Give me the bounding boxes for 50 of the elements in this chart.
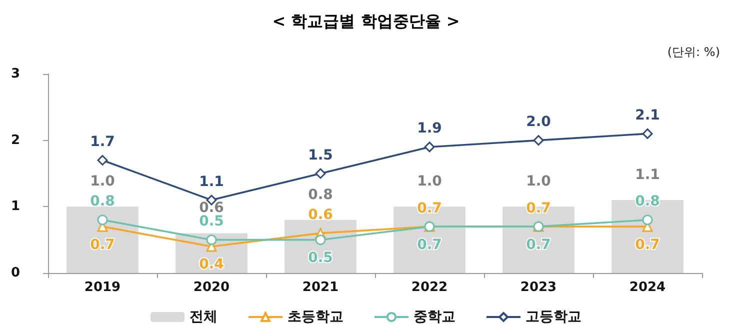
text: (단위: %)	[667, 45, 720, 59]
data-label: 0.5	[308, 250, 333, 266]
point	[315, 234, 326, 246]
legend-label: 고등학교	[526, 309, 582, 325]
x-tick-label: 2021	[302, 280, 339, 295]
data-label: 1.5	[308, 147, 333, 164]
data-label: 2.1	[635, 107, 660, 124]
data-label: 0.7	[635, 236, 660, 253]
data-label: 0.6	[308, 206, 333, 223]
data-label: 0.7	[90, 236, 115, 253]
data-label: 0.4	[199, 256, 224, 273]
data-label: 1.9	[417, 120, 442, 137]
x-tick-label: 2024	[629, 280, 666, 295]
data-label: 0.7	[417, 236, 442, 253]
data-label: 0.7	[526, 200, 551, 216]
point	[533, 135, 544, 146]
chart-title: < 학교급별 학업중단율 >	[272, 12, 460, 30]
data-label: 1.1	[199, 174, 224, 190]
y-tick-label: 3	[10, 66, 20, 82]
point	[424, 142, 435, 152]
data-label: 1.7	[90, 134, 115, 150]
point	[642, 214, 653, 226]
legend-label: 중학교	[414, 309, 456, 325]
data-label: 0.5	[199, 214, 224, 230]
data-label: 0.8	[90, 194, 115, 210]
x-tick-label: 2020	[193, 280, 230, 295]
data-label: 1.0	[417, 174, 442, 190]
data-label: 0.7	[417, 200, 442, 216]
point	[97, 214, 108, 226]
data-label: 1.1	[635, 167, 660, 184]
point	[315, 168, 326, 179]
point	[97, 154, 108, 166]
data-label: 0.6	[199, 200, 224, 216]
y-tick-label: 1	[10, 199, 20, 214]
data-label: 2.0	[526, 114, 552, 130]
legend-label: 전체	[190, 309, 218, 325]
data-label: 1.0	[90, 174, 116, 190]
legend-label: 초등학교	[288, 309, 344, 325]
x-tick-label: 2023	[520, 280, 557, 295]
data-label: 0.8	[308, 186, 333, 203]
point	[206, 234, 217, 246]
bar	[66, 206, 138, 273]
point	[642, 128, 653, 139]
x-tick-label: 2019	[84, 280, 121, 295]
data-label: 0.8	[635, 194, 660, 210]
y-tick-label: 0	[10, 266, 20, 280]
x-tick-label: 2022	[411, 280, 448, 295]
y-tick-label: 2	[10, 132, 20, 148]
data-label: 0.7	[526, 236, 551, 253]
data-label: 1.0	[526, 174, 552, 190]
